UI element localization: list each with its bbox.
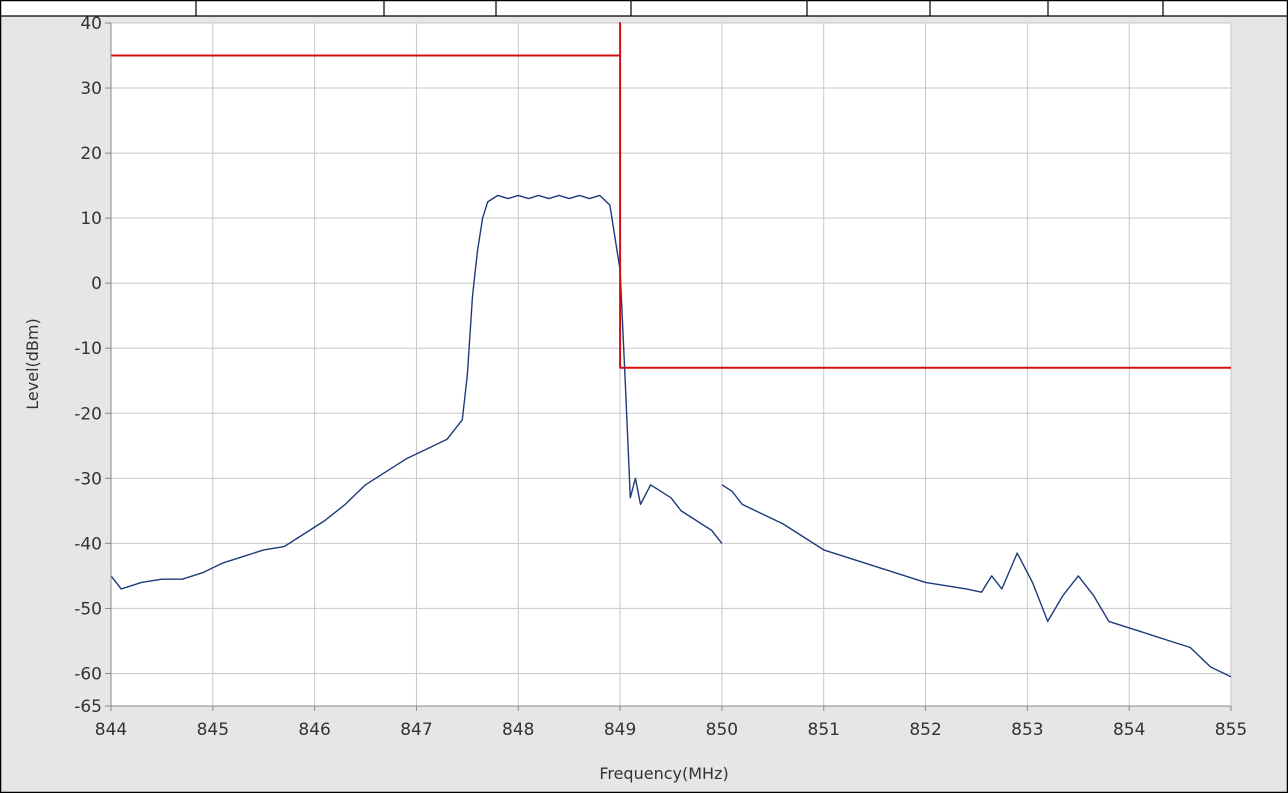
y-tick-label-6: -20	[74, 404, 102, 424]
x-tick-label-7: 851	[808, 720, 840, 740]
x-axis-title: Frequency(MHz)	[599, 764, 728, 783]
top-strip-dividers	[195, 0, 1164, 16]
y-tick-label-10: -60	[74, 664, 102, 684]
y-tick-label-3: 10	[80, 209, 102, 229]
series-1-segment-0	[111, 22, 1231, 369]
x-tick-label-3: 847	[400, 720, 432, 740]
series-layer	[110, 22, 1232, 678]
y-axis-title: Level(dBm)	[23, 318, 42, 409]
series-0-segment-0	[110, 194, 723, 590]
y-tick-label-2: 20	[80, 144, 102, 164]
top-strip	[0, 0, 1288, 16]
y-tick-label-7: -30	[74, 469, 102, 489]
y-tick-label-1: 30	[80, 79, 102, 99]
x-tick-label-11: 855	[1215, 720, 1247, 740]
y-tick-label-0: 40	[80, 14, 102, 34]
x-tick-label-10: 854	[1113, 720, 1145, 740]
series-0-segment-1	[721, 484, 1232, 678]
plot-area	[111, 23, 1231, 706]
x-tick-label-4: 848	[502, 720, 534, 740]
y-tick-label-11: -65	[74, 697, 102, 717]
y-tick-label-5: -10	[74, 339, 102, 359]
x-tick-label-1: 845	[197, 720, 229, 740]
y-tick-label-4: 0	[91, 274, 102, 294]
x-tick-label-0: 844	[95, 720, 127, 740]
y-tick-label-9: -50	[74, 599, 102, 619]
x-tick-label-2: 846	[298, 720, 330, 740]
y-axis-ticks: 40 30 20 10 0 -10 -20 -30 -40 -50 -60 -65	[74, 14, 111, 717]
x-tick-label-6: 850	[706, 720, 738, 740]
x-tick-label-8: 852	[909, 720, 941, 740]
x-tick-label-9: 853	[1011, 720, 1043, 740]
x-tick-label-5: 849	[604, 720, 636, 740]
x-axis-ticks: 844 845 846 847 848 849 850 851 852 853 854 855	[95, 706, 1247, 740]
y-tick-label-8: -40	[74, 534, 102, 554]
